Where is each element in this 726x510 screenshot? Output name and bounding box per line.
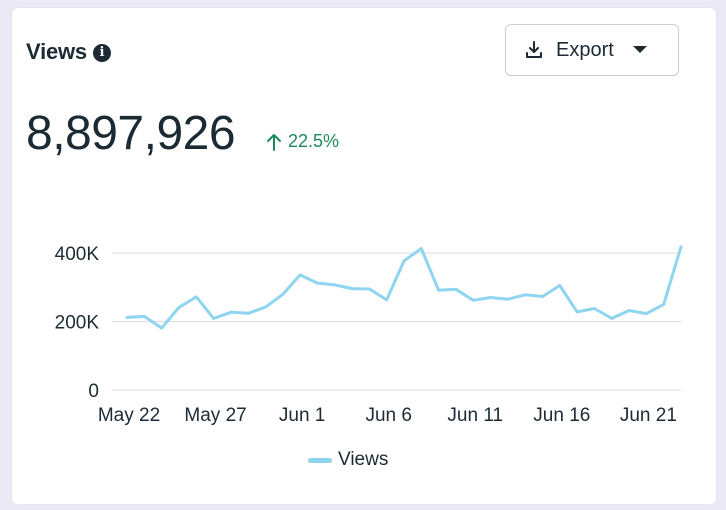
data-point[interactable] [679,245,683,249]
arrow-up-icon [267,133,281,151]
data-point[interactable] [264,305,267,309]
data-point[interactable] [437,289,440,292]
card-header: Views i [26,39,111,65]
caret-down-icon [632,46,647,53]
change-indicator: 22.5% [266,131,339,152]
data-point[interactable] [195,295,198,299]
x-tick-label: Jun 21 [620,405,677,426]
card-title: Views [26,39,87,64]
data-point[interactable] [541,295,544,298]
data-point[interactable] [662,303,665,306]
data-point[interactable] [645,312,648,315]
legend-label: Views [338,449,389,470]
data-point[interactable] [316,281,319,285]
data-point[interactable] [281,293,285,296]
data-point[interactable] [454,288,458,291]
data-point[interactable] [610,317,613,320]
series-line-views[interactable] [125,245,683,330]
x-tick-label: May 22 [98,405,160,426]
data-point[interactable] [246,312,250,315]
data-point[interactable] [143,315,146,318]
info-icon[interactable]: i [92,43,111,62]
legend-item-views[interactable]: Views [308,449,388,471]
data-point[interactable] [212,317,215,320]
total-views-value: 8,897,926 [26,107,236,160]
data-point[interactable] [575,310,579,314]
data-point[interactable] [229,311,233,314]
data-point[interactable] [160,326,163,330]
data-point[interactable] [472,299,475,302]
y-tick-label: 200K [55,313,100,334]
export-button[interactable]: Export [505,24,679,76]
x-tick-label: Jun 11 [447,405,503,426]
y-tick-label: 0 [88,381,99,402]
legend-swatch [308,457,332,463]
data-point[interactable] [402,259,406,263]
x-tick-label: Jun 6 [365,405,411,426]
data-point[interactable] [333,283,336,287]
x-tick-label: Jun 16 [533,405,590,426]
data-point[interactable] [385,298,388,302]
data-point[interactable] [177,306,181,309]
data-point[interactable] [368,287,371,291]
data-point[interactable] [125,316,129,319]
data-point[interactable] [298,273,302,277]
data-point[interactable] [420,247,423,250]
y-tick-label: 400K [55,244,100,265]
data-point[interactable] [627,309,631,312]
export-label: Export [556,38,614,61]
x-tick-label: May 27 [184,405,246,426]
x-tick-label: Jun 1 [279,405,325,426]
download-icon [526,41,542,58]
data-point[interactable] [350,287,354,290]
data-point[interactable] [593,307,596,310]
views-line-chart: 0 200K 400K May 22 May 27 Jun 1 Jun 6 Jun 11 Jun… [55,244,683,426]
views-card [12,8,716,504]
change-value: 22.5% [288,131,340,151]
data-point[interactable] [506,298,510,301]
data-point[interactable] [489,296,492,299]
data-point[interactable] [558,284,562,287]
data-point[interactable] [523,293,527,296]
